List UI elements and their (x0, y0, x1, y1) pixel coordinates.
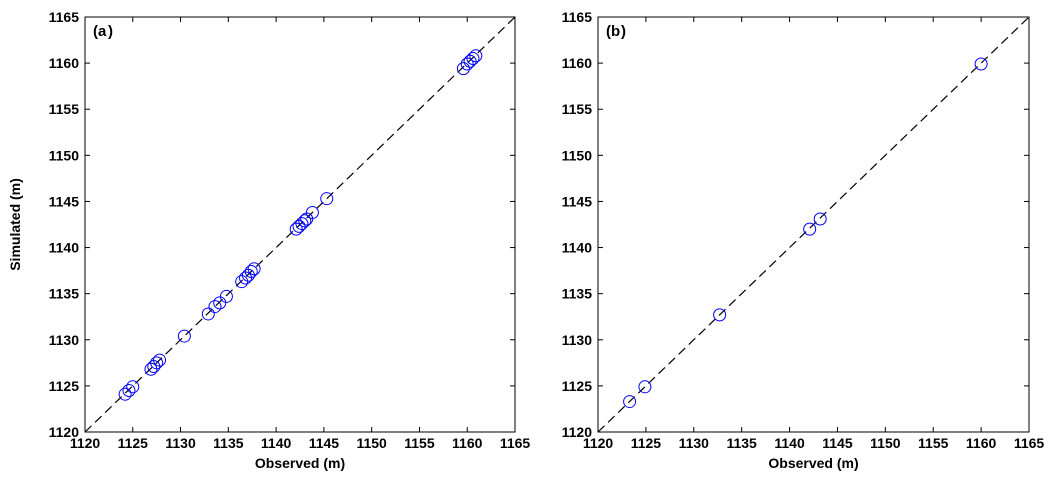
data-point (201, 307, 215, 321)
data-point (118, 387, 132, 401)
y-tick-label: 1125 (49, 378, 80, 394)
data-point (713, 308, 727, 322)
data-point (320, 192, 334, 206)
x-tick-label: 1160 (966, 435, 997, 451)
y-tick-label: 1125 (562, 378, 593, 394)
data-point (638, 380, 652, 394)
y-tick-label: 1165 (49, 9, 80, 25)
y-tick-label: 1135 (562, 286, 593, 302)
data-point (153, 353, 167, 367)
x-tick-label: 1145 (822, 435, 853, 451)
y-tick-label: 1155 (49, 101, 80, 117)
x-tick-label: 1120 (583, 435, 614, 451)
x-tick-label: 1165 (1014, 435, 1045, 451)
x-tick-label: 1165 (500, 435, 531, 451)
x-tick-label: 1145 (309, 435, 340, 451)
y-axis-label: Simulated (m) (7, 178, 23, 271)
panel-label: b (611, 23, 620, 40)
y-tick-label: 1145 (562, 193, 593, 209)
panel-label-open-paren: ( (606, 23, 611, 40)
x-tick-label: 1160 (452, 435, 483, 451)
axes-frame (597, 16, 1030, 433)
data-point (247, 262, 261, 276)
axes-frame (84, 16, 516, 433)
panel-label-close-paren: ) (108, 23, 113, 40)
x-tick-label: 1135 (726, 435, 757, 451)
x-tick-label: 1130 (679, 435, 710, 451)
data-point (813, 212, 827, 226)
data-point (219, 289, 233, 303)
data-point (466, 52, 480, 65)
data-point (177, 329, 191, 343)
data-point (974, 57, 988, 71)
y-tick-label: 1160 (562, 55, 593, 71)
x-tick-label: 1155 (404, 435, 435, 451)
y-tick-label: 1135 (49, 286, 80, 302)
y-tick-label: 1120 (49, 424, 80, 440)
data-point (295, 217, 309, 231)
y-tick-label: 1150 (562, 147, 593, 163)
data-point (305, 206, 319, 220)
panel-label-open-paren: ( (93, 23, 98, 40)
data-point (235, 275, 249, 289)
y-tick-label: 1120 (562, 424, 593, 440)
x-tick-label: 1140 (774, 435, 805, 451)
data-point (469, 49, 483, 63)
y-tick-label: 1140 (562, 240, 593, 256)
x-tick-label: 1140 (261, 435, 292, 451)
panel-label: a (98, 23, 107, 40)
x-tick-label: 1150 (870, 435, 901, 451)
data-point (244, 265, 258, 279)
x-tick-label: 1135 (213, 435, 244, 451)
x-tick-label: 1155 (918, 435, 949, 451)
data-point (298, 214, 312, 228)
x-tick-label: 1125 (631, 435, 662, 451)
x-axis-label: Observed (m) (255, 455, 345, 471)
data-point (208, 300, 222, 314)
panel-label-close-paren: ) (621, 23, 626, 40)
x-tick-label: 1130 (165, 435, 196, 451)
y-tick-label: 1145 (49, 193, 80, 209)
y-tick-label: 1155 (562, 101, 593, 117)
y-tick-label: 1160 (49, 55, 80, 71)
x-tick-label: 1150 (356, 435, 387, 451)
x-tick-label: 1120 (70, 435, 101, 451)
y-tick-label: 1130 (562, 332, 593, 348)
y-tick-label: 1140 (49, 240, 80, 256)
data-point (126, 380, 140, 394)
data-point (150, 356, 164, 370)
data-point (803, 222, 817, 236)
x-axis-label: Observed (m) (768, 455, 858, 471)
y-tick-label: 1150 (49, 147, 80, 163)
data-point (456, 62, 470, 76)
y-tick-label: 1130 (49, 332, 80, 348)
data-point (623, 395, 637, 409)
x-tick-label: 1125 (118, 435, 149, 451)
y-tick-label: 1165 (562, 9, 593, 25)
data-point (122, 384, 136, 397)
